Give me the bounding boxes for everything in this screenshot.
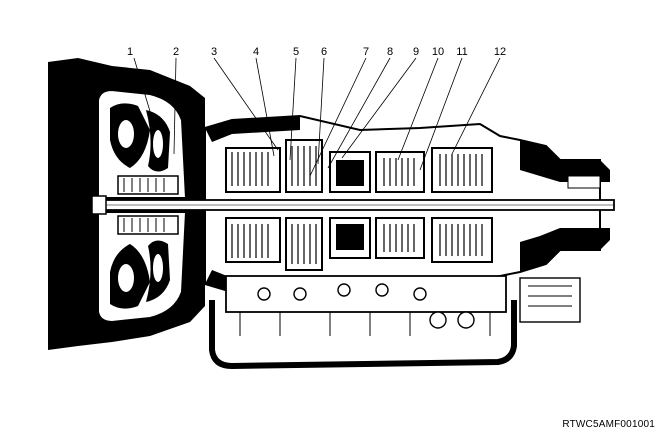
callout-8: 8 <box>387 46 393 58</box>
callout-5: 5 <box>293 46 299 58</box>
leader-line-8 <box>327 57 391 169</box>
callout-1: 1 <box>127 46 133 58</box>
callout-12: 12 <box>494 46 506 58</box>
callout-2: 2 <box>173 46 179 58</box>
callout-10: 10 <box>432 46 444 58</box>
clutch-and-planetary-assemblies <box>225 139 493 271</box>
leader-line-9 <box>341 57 417 159</box>
torque-converter <box>97 88 188 324</box>
callout-leaders <box>133 57 501 177</box>
leader-line-11 <box>419 57 463 171</box>
callout-labels: 1 2 3 4 5 6 7 8 9 10 11 12 <box>127 46 506 58</box>
valve-body-and-oil-pan <box>209 275 581 370</box>
callout-3: 3 <box>211 46 217 58</box>
callout-11: 11 <box>456 46 467 58</box>
main-shaft <box>91 195 615 215</box>
callout-4: 4 <box>253 46 259 58</box>
leader-line-12 <box>451 57 501 155</box>
callout-9: 9 <box>413 46 419 58</box>
leader-line-2 <box>173 57 177 155</box>
callout-7: 7 <box>363 46 369 58</box>
leader-line-5 <box>289 57 297 161</box>
leader-line-10 <box>397 57 439 161</box>
leader-line-6 <box>317 57 325 165</box>
figure-code: RTWC5AMF001001 <box>562 419 655 430</box>
leader-line-4 <box>255 57 275 157</box>
leader-line-7 <box>309 57 367 177</box>
leader-line-1 <box>133 57 153 119</box>
leader-line-3 <box>213 57 279 151</box>
callout-6: 6 <box>321 46 327 58</box>
